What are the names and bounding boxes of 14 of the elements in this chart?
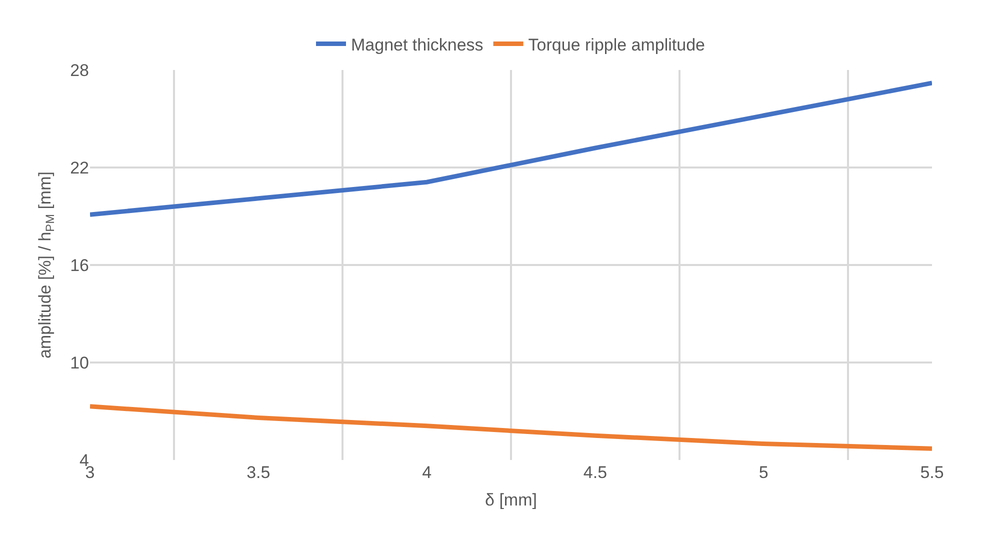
y-tick-label: 10 [70, 353, 89, 372]
y-tick-label: 16 [70, 256, 89, 275]
x-tick-label: 5.5 [920, 463, 944, 482]
legend-label: Magnet thickness [351, 35, 484, 54]
x-tick-label: 3.5 [246, 463, 270, 482]
legend-label: Torque ripple amplitude [528, 35, 706, 54]
y-tick-label: 22 [70, 158, 89, 178]
line-series [90, 404, 932, 451]
x-axis-title: δ [mm] [485, 490, 537, 510]
x-tick-label: 5 [758, 463, 768, 482]
x-tick-label: 4.5 [583, 463, 608, 482]
y-tick-label: 28 [70, 60, 89, 80]
line-series [90, 80, 932, 217]
x-tick-label: 4 [422, 463, 432, 482]
